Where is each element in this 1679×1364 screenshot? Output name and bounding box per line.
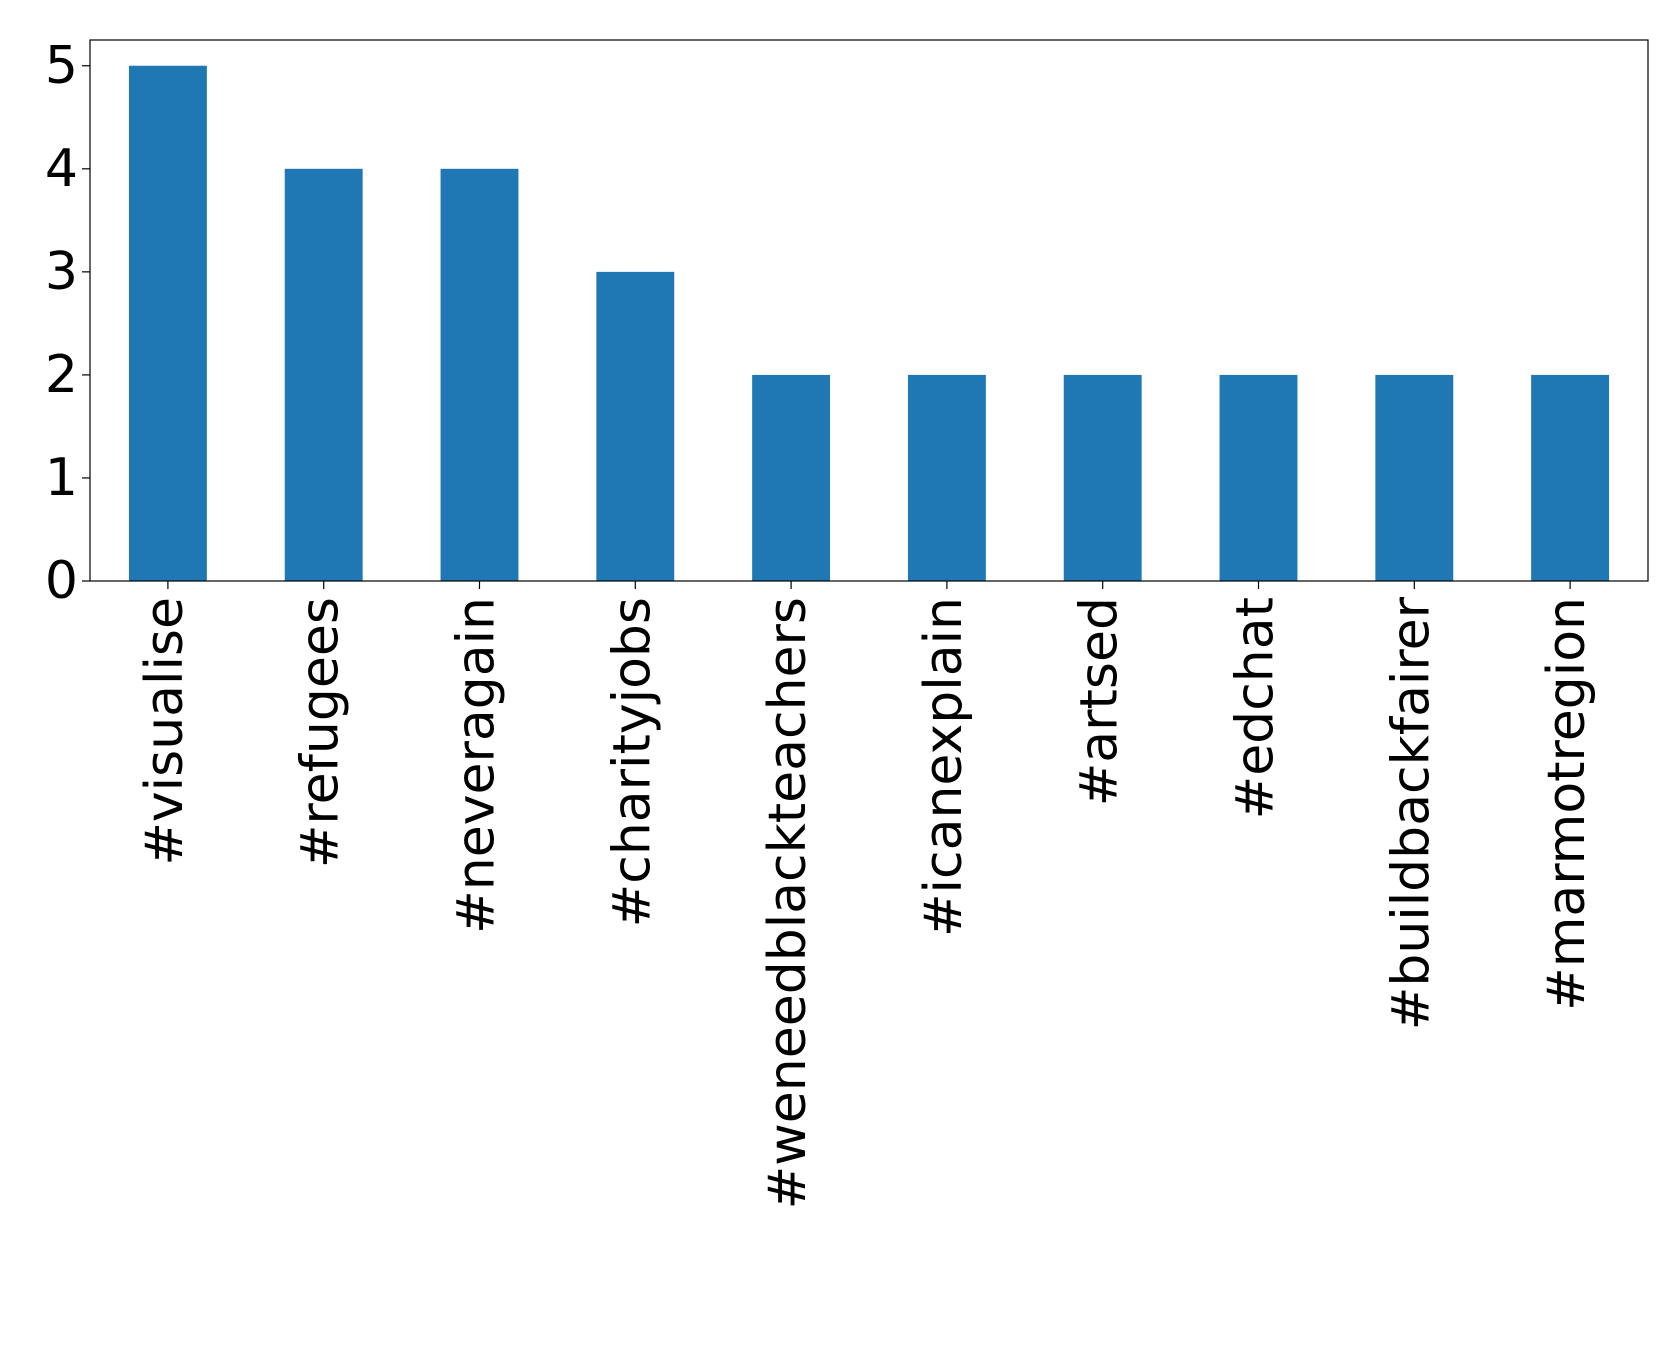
bar (752, 374, 831, 581)
y-tick-label: 0 (45, 551, 78, 611)
bar (907, 374, 986, 581)
x-tick-label: #refugees (291, 597, 351, 868)
x-tick-label: #charityjobs (602, 597, 662, 927)
x-tick-label: #buildbackfairer (1381, 596, 1441, 1030)
y-tick-label: 4 (45, 139, 78, 199)
y-tick-label: 3 (45, 242, 78, 302)
y-tick-label: 1 (45, 448, 78, 508)
bar (596, 271, 675, 581)
x-tick-label: #neveragain (447, 597, 507, 934)
bar (1531, 374, 1610, 581)
plot-frame (89, 39, 1649, 582)
bar (1063, 374, 1142, 581)
bar (1375, 374, 1454, 581)
bar (440, 168, 519, 582)
y-tick-label: 2 (45, 345, 78, 405)
x-tick-label: #visualise (135, 597, 195, 866)
x-tick-label: #edchat (1226, 597, 1286, 819)
bar (1219, 374, 1298, 581)
y-tick-label: 5 (45, 36, 78, 96)
x-tick-label: #icanexplain (914, 597, 974, 937)
x-tick-label: #marmotregion (1537, 597, 1597, 1011)
bar (128, 65, 207, 581)
x-tick-label: #artsed (1070, 597, 1130, 806)
x-tick-label: #weneedblackteachers (758, 597, 818, 1209)
bar (284, 168, 363, 582)
